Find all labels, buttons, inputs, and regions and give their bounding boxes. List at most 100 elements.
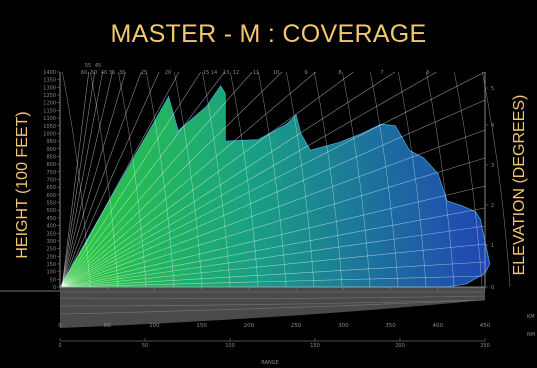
y-tick-label: 1050	[43, 124, 56, 130]
angle-label: 12	[233, 70, 239, 76]
elevation-tick-label: 1	[491, 243, 494, 249]
angle-label: 25	[141, 70, 147, 76]
y-tick-label: 1350	[43, 78, 56, 84]
angle-label: 45	[95, 63, 101, 69]
elevation-ray	[61, 72, 126, 288]
x-axis-label: RANGE	[261, 360, 278, 366]
angle-label: 35	[109, 70, 115, 76]
x-tick-label: 0	[58, 323, 62, 329]
angle-label: 11	[253, 70, 259, 76]
elevation-ray	[61, 157, 486, 288]
angle-label: 9	[304, 70, 307, 76]
elevation-ray	[61, 129, 486, 288]
x-tick-label: 200	[244, 323, 255, 329]
angle-label: 50	[91, 70, 97, 76]
elevation-axis-label: ELEVATION (DEGREES)	[511, 94, 528, 276]
km-tick-label: 150	[310, 343, 320, 349]
angle-label: 60	[81, 70, 87, 76]
range-arc	[62, 72, 91, 288]
y-tick-label: 1100	[43, 116, 56, 122]
elevation-ray	[61, 72, 113, 288]
y-tick-label: 800	[46, 162, 56, 168]
angle-label: 10	[273, 70, 279, 76]
elevation-ray	[61, 72, 438, 288]
elevation-ray	[61, 72, 142, 288]
y-tick-label: 1000	[43, 131, 56, 137]
elevation-ray	[61, 72, 160, 288]
elevation-tick-label: 5	[491, 86, 494, 92]
range-arc	[370, 72, 399, 288]
elevation-ray	[61, 72, 486, 288]
range-arc	[202, 72, 231, 288]
y-tick-label: 150	[46, 262, 56, 268]
y-tick-label: 50	[50, 277, 56, 283]
y-tick-label: 300	[46, 239, 56, 245]
x-tick-label: 300	[338, 323, 349, 329]
y-tick-label: 1150	[43, 108, 56, 114]
x-tick-label: 150	[196, 323, 207, 329]
range-arc	[314, 72, 343, 288]
y-tick-label: 400	[46, 224, 56, 230]
elevation-ray	[61, 72, 225, 288]
nm-label: NM	[527, 332, 535, 338]
angle-label: 15	[203, 70, 209, 76]
range-arc	[398, 72, 427, 288]
coverage-area	[59, 85, 491, 288]
ground-band	[60, 287, 485, 328]
x-tick-label: 450	[480, 323, 491, 329]
elevation-ray	[61, 72, 354, 288]
angle-label: 13	[223, 70, 229, 76]
y-tick-label: 950	[46, 139, 56, 145]
angle-label: 14	[211, 70, 217, 76]
y-tick-label: 200	[46, 254, 56, 260]
angle-label: 8	[338, 70, 341, 76]
elevation-ray	[61, 185, 486, 288]
angle-label: 7	[380, 70, 383, 76]
elevation-ray	[61, 72, 202, 288]
elevation-ray	[61, 243, 486, 288]
range-arc	[174, 72, 203, 288]
angle-label: 55	[85, 63, 91, 69]
elevation-ray	[61, 225, 486, 288]
km-tick-label: 250	[480, 343, 490, 349]
y-tick-label: 100	[46, 270, 56, 276]
elevation-ray	[61, 72, 95, 288]
y-tick-label: 1200	[43, 101, 56, 107]
range-arc	[90, 72, 119, 288]
elevation-ray	[61, 275, 486, 288]
y-tick-label: 750	[46, 170, 56, 176]
y-tick-label: 0	[53, 285, 56, 291]
y-tick-label: 650	[46, 185, 56, 191]
range-arc	[426, 72, 455, 288]
range-arc	[454, 72, 483, 288]
y-tick-label: 1250	[43, 93, 56, 99]
km-tick-label: 100	[225, 343, 235, 349]
km-tick-label: 200	[395, 343, 405, 349]
range-arc	[230, 72, 259, 288]
y-tick-label: 250	[46, 247, 56, 253]
y-tick-label: 550	[46, 201, 56, 207]
elevation-ray	[61, 72, 283, 288]
angle-label: 30	[119, 70, 125, 76]
x-tick-label: 250	[291, 323, 302, 329]
range-arc	[258, 72, 287, 288]
y-axis-label: HEIGHT (100 FEET)	[14, 111, 31, 259]
elevation-ray	[61, 99, 486, 288]
y-tick-label: 1400	[43, 70, 56, 76]
elevation-tick-label: 0	[491, 285, 494, 291]
range-arc	[286, 72, 315, 288]
angle-label: 6	[426, 70, 429, 76]
y-tick-label: 500	[46, 208, 56, 214]
elevation-tick-label: 2	[491, 203, 494, 209]
range-arc	[146, 72, 175, 288]
elevation-tick-label: 3	[491, 163, 494, 169]
x-tick-label: 100	[149, 323, 160, 329]
range-arc	[118, 72, 147, 288]
elevation-ray	[61, 72, 317, 288]
angle-label: 40	[101, 70, 107, 76]
y-tick-label: 900	[46, 147, 56, 153]
y-tick-label: 700	[46, 178, 56, 184]
elevation-ray	[61, 72, 180, 288]
elevation-ray	[61, 261, 486, 288]
